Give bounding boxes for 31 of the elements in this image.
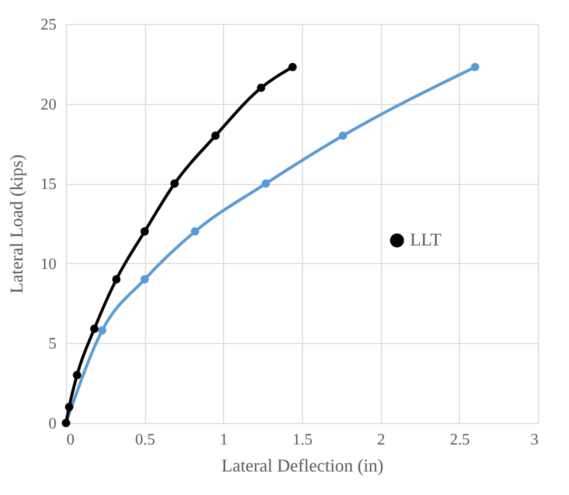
x-tick-label: 1 — [220, 432, 228, 448]
point — [338, 132, 348, 140]
point — [190, 227, 200, 236]
point — [140, 227, 149, 236]
y-tick-label: 5 — [48, 336, 56, 353]
y-tick-label: 15 — [40, 176, 56, 194]
point — [170, 179, 179, 188]
y-tick-label: 10 — [40, 256, 56, 273]
point — [90, 324, 99, 334]
legend-label: LLT — [410, 229, 442, 250]
y-axis-title: Lateral Load (kips) — [6, 154, 26, 294]
point — [288, 62, 297, 72]
x-tick-label: 0.5 — [135, 432, 156, 448]
point — [64, 402, 74, 412]
x-tick-label: 2 — [377, 432, 386, 448]
point — [112, 275, 121, 284]
x-tick-label: 0 — [66, 432, 74, 448]
point — [262, 179, 270, 188]
point — [140, 275, 149, 284]
x-tick-label: 3 — [530, 432, 538, 448]
point — [211, 132, 220, 140]
x-axis-title: Lateral Deflection (in) — [222, 456, 384, 476]
y-tick-label: 0 — [48, 416, 56, 432]
x-tick-label: 1.5 — [292, 432, 312, 448]
y-tick-label: 25 — [40, 16, 56, 34]
point — [470, 62, 480, 72]
x-tick-label: 2.5 — [450, 432, 470, 448]
y-tick-label: 20 — [40, 96, 56, 114]
point — [72, 370, 82, 380]
point — [256, 84, 266, 92]
point — [98, 326, 106, 335]
